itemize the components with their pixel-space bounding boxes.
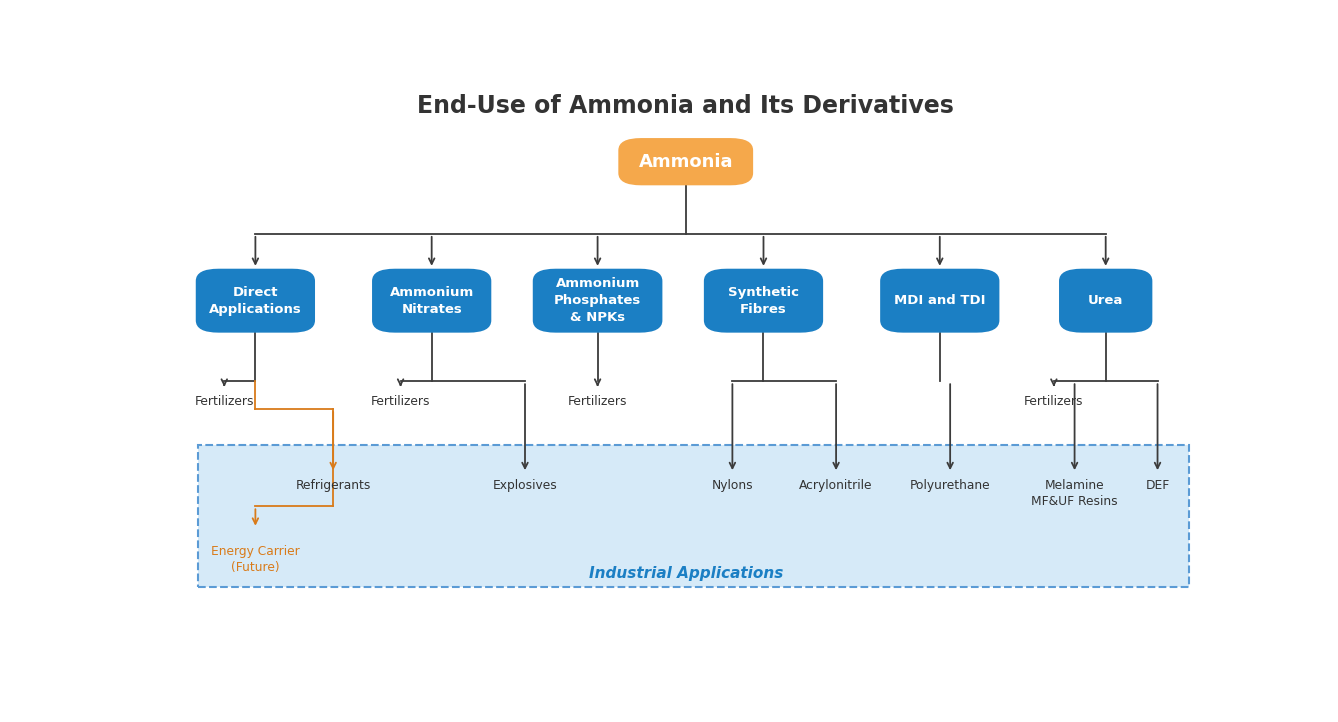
FancyBboxPatch shape [195, 269, 314, 333]
FancyBboxPatch shape [618, 138, 753, 186]
Text: Explosives: Explosives [492, 479, 558, 492]
Text: Fertilizers: Fertilizers [1024, 395, 1084, 408]
Text: Fertilizers: Fertilizers [567, 395, 628, 408]
Bar [198, 445, 1188, 587]
Text: Polyurethane: Polyurethane [910, 479, 990, 492]
Text: Industrial Applications: Industrial Applications [589, 565, 783, 580]
Text: Direct
Applications: Direct Applications [209, 286, 302, 316]
Text: Energy Carrier
(Future): Energy Carrier (Future) [211, 545, 300, 574]
Text: MDI and TDI: MDI and TDI [894, 294, 986, 307]
Text: Ammonia: Ammonia [638, 152, 733, 170]
Text: End-Use of Ammonia and Its Derivatives: End-Use of Ammonia and Its Derivatives [417, 94, 954, 118]
FancyBboxPatch shape [533, 269, 662, 333]
Text: Refrigerants: Refrigerants [296, 479, 371, 492]
Text: Urea: Urea [1088, 294, 1124, 307]
Text: Fertilizers: Fertilizers [194, 395, 254, 408]
FancyBboxPatch shape [880, 269, 999, 333]
FancyBboxPatch shape [1060, 269, 1152, 333]
Text: Acrylonitrile: Acrylonitrile [799, 479, 872, 492]
Text: Ammonium
Nitrates: Ammonium Nitrates [389, 286, 474, 316]
Text: Fertilizers: Fertilizers [371, 395, 431, 408]
Text: Synthetic
Fibres: Synthetic Fibres [728, 286, 799, 316]
Text: Nylons: Nylons [712, 479, 753, 492]
Text: Melamine
MF&UF Resins: Melamine MF&UF Resins [1032, 479, 1117, 508]
FancyBboxPatch shape [372, 269, 491, 333]
Text: DEF: DEF [1145, 479, 1169, 492]
FancyBboxPatch shape [704, 269, 823, 333]
Text: Ammonium
Phosphates
& NPKs: Ammonium Phosphates & NPKs [554, 277, 641, 324]
